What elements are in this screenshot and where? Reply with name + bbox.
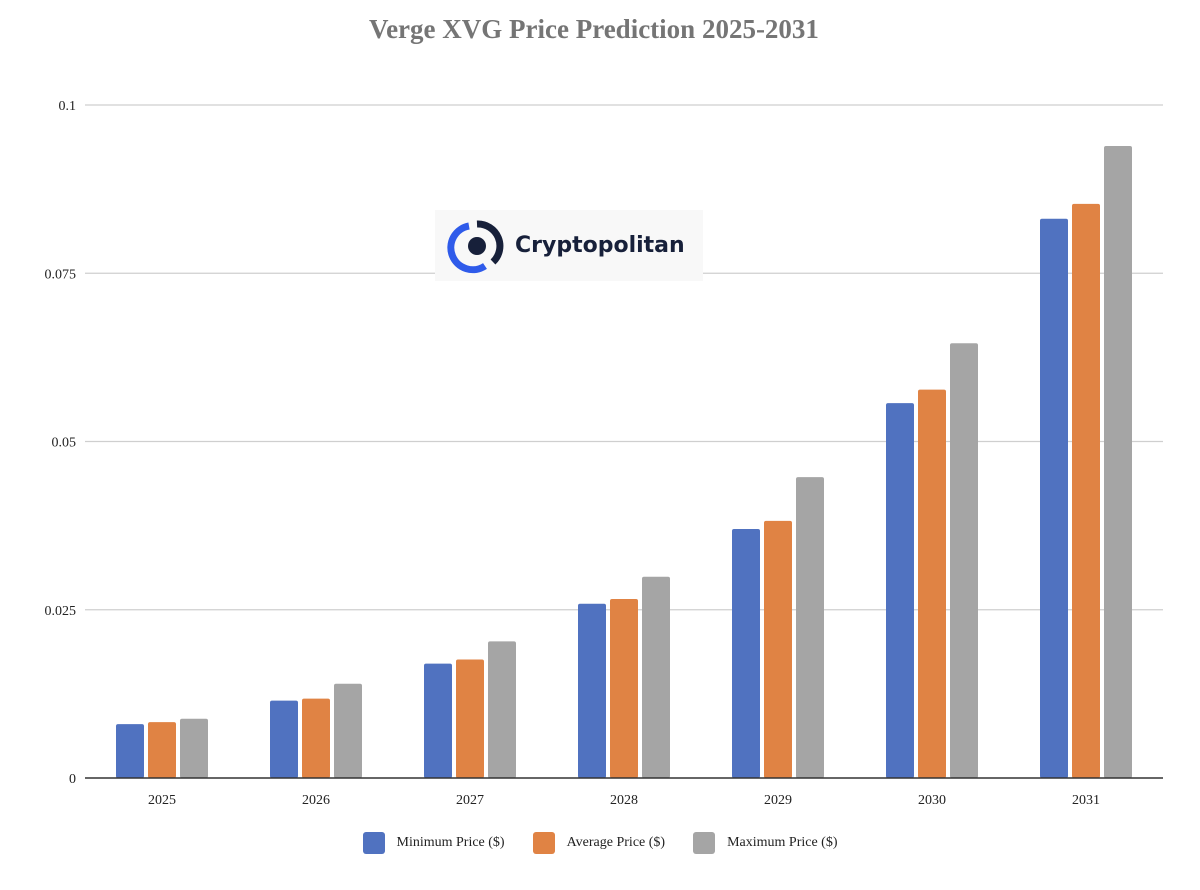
bar-2029-1 (764, 520, 792, 778)
y-tick-label: 0.1 (59, 99, 77, 114)
bar-2026-0 (270, 700, 298, 778)
legend: Minimum Price ($) Average Price ($) Maximu… (0, 832, 1200, 854)
bar-2025-0 (116, 724, 144, 778)
bar-2025-1 (148, 722, 176, 778)
x-tick-label: 2031 (1072, 793, 1100, 808)
bar-2031-0 (1040, 218, 1068, 778)
bar-2027-2 (488, 641, 516, 778)
x-tick-label: 2028 (610, 793, 638, 808)
bar-2031-1 (1072, 203, 1100, 778)
y-tick-label: 0.025 (45, 604, 77, 619)
bar-2028-2 (642, 576, 670, 778)
bar-2026-2 (334, 683, 362, 778)
bar-2029-2 (796, 477, 824, 778)
legend-item: Minimum Price ($) (362, 832, 505, 854)
bar-2030-2 (950, 343, 978, 778)
y-tick-label: 0.075 (45, 267, 77, 282)
legend-swatch (532, 832, 555, 854)
legend-swatch (362, 832, 385, 854)
y-tick-label: 0.05 (52, 436, 77, 451)
bar-2026-1 (302, 698, 330, 778)
x-tick-label: 2026 (302, 793, 330, 808)
bar-2028-1 (610, 598, 638, 778)
chart-title: Verge XVG Price Prediction 2025-2031 (369, 14, 819, 44)
legend-label: Minimum Price ($) (396, 835, 505, 850)
bar-2029-0 (732, 528, 760, 778)
watermark-text: Cryptopolitan (515, 233, 685, 258)
legend-item: Maximum Price ($) (693, 832, 838, 854)
bar-2027-1 (456, 659, 484, 778)
x-tick-label: 2029 (764, 793, 792, 808)
x-tick-label: 2025 (148, 793, 176, 808)
cryptopolitan-logo-icon (447, 220, 504, 273)
bar-2028-0 (578, 603, 606, 778)
legend-item: Average Price ($) (532, 832, 666, 854)
legend-label: Average Price ($) (566, 835, 666, 850)
bar-2027-0 (424, 663, 452, 778)
legend-label: Maximum Price ($) (727, 835, 838, 850)
x-tick-label: 2030 (918, 793, 946, 808)
bar-2030-0 (886, 403, 914, 778)
bar-2030-1 (918, 389, 946, 778)
legend-swatch (693, 832, 716, 854)
bar-2031-2 (1104, 146, 1132, 779)
bar-2025-2 (180, 718, 208, 778)
cryptopolitan-watermark: Cryptopolitan (435, 210, 703, 281)
y-tick-label: 0 (69, 772, 76, 787)
x-tick-label: 2027 (456, 793, 484, 808)
